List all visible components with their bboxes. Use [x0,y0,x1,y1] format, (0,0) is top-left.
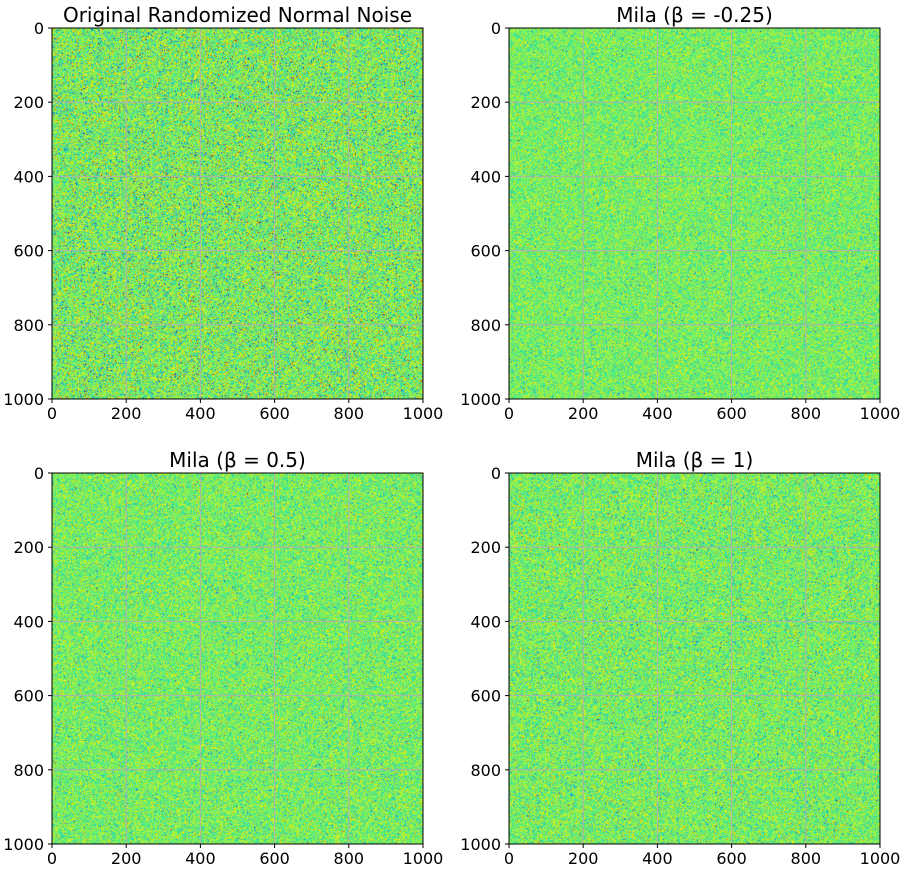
y-tick-label: 400 [13,612,44,631]
axes-frame [51,27,424,400]
chart-title: Mila (β = -0.25) [616,3,773,27]
x-tick-label: 400 [185,404,216,423]
y-tick-label: 0 [34,464,44,483]
x-tick-label: 200 [568,404,599,423]
x-tick-label: 800 [334,849,365,868]
y-tick-label: 600 [470,242,501,261]
y-tick-label: 200 [470,93,501,112]
heatmap-image [509,473,880,844]
y-tick-label: 1000 [460,390,501,409]
y-tick-label: 800 [470,316,501,335]
y-tick-label: 0 [34,19,44,38]
x-tick-label: 600 [259,404,290,423]
x-tick-label: 1000 [860,404,901,423]
heatmap-image [509,28,880,399]
y-tick-label: 1000 [3,835,44,854]
x-tick-label: 800 [791,404,822,423]
y-tick-label: 600 [13,242,44,261]
x-tick-label: 400 [642,404,673,423]
y-tick-label: 400 [470,612,501,631]
x-tick-label: 0 [47,404,57,423]
x-tick-label: 800 [791,849,822,868]
y-tick-label: 800 [470,761,501,780]
y-tick-label: 800 [13,316,44,335]
x-tick-label: 600 [259,849,290,868]
chart-title: Original Randomized Normal Noise [63,3,412,27]
x-tick-label: 600 [716,404,747,423]
y-tick-label: 800 [13,761,44,780]
chart-title: Mila (β = 0.5) [169,448,306,472]
x-tick-label: 200 [111,849,142,868]
axes-frame [508,27,881,400]
x-tick-label: 0 [504,849,514,868]
x-tick-label: 1000 [860,849,901,868]
axes-frame [51,472,424,845]
y-tick-label: 1000 [3,390,44,409]
x-tick-label: 0 [47,849,57,868]
y-tick-label: 400 [13,167,44,186]
y-tick-label: 600 [470,687,501,706]
x-tick-label: 1000 [403,849,444,868]
heatmap-image [52,473,423,844]
axes-frame [508,472,881,845]
x-tick-label: 200 [111,404,142,423]
y-tick-label: 200 [470,538,501,557]
y-tick-label: 200 [13,538,44,557]
x-tick-label: 1000 [403,404,444,423]
x-tick-label: 400 [185,849,216,868]
y-tick-label: 0 [491,19,501,38]
chart-title: Mila (β = 1) [636,448,754,472]
y-tick-label: 1000 [460,835,501,854]
y-tick-label: 400 [470,167,501,186]
y-tick-label: 600 [13,687,44,706]
x-tick-label: 400 [642,849,673,868]
y-tick-label: 0 [491,464,501,483]
x-tick-label: 200 [568,849,599,868]
x-tick-label: 600 [716,849,747,868]
heatmap-panel-1: 0 200 400 600 800 100002004006008001000Origin… [3,3,443,423]
y-tick-label: 200 [13,93,44,112]
x-tick-label: 0 [504,404,514,423]
x-tick-label: 800 [334,404,365,423]
heatmap-image [52,28,423,399]
